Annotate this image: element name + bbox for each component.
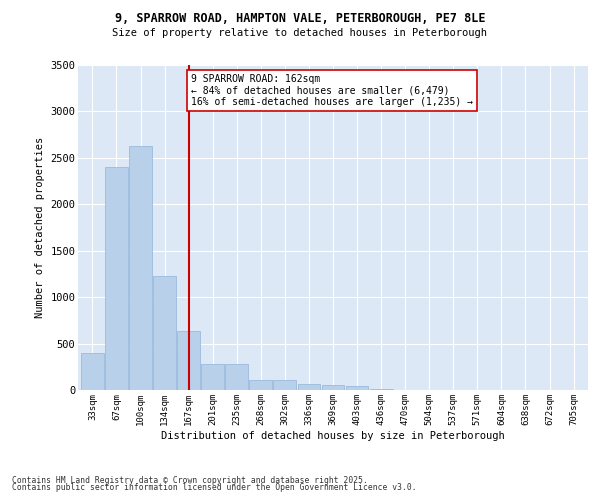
Text: 9, SPARROW ROAD, HAMPTON VALE, PETERBOROUGH, PE7 8LE: 9, SPARROW ROAD, HAMPTON VALE, PETERBORO…: [115, 12, 485, 26]
Text: Contains HM Land Registry data © Crown copyright and database right 2025.: Contains HM Land Registry data © Crown c…: [12, 476, 368, 485]
Text: 9 SPARROW ROAD: 162sqm
← 84% of detached houses are smaller (6,479)
16% of semi-: 9 SPARROW ROAD: 162sqm ← 84% of detached…: [191, 74, 473, 108]
Bar: [201, 364, 224, 390]
Y-axis label: Number of detached properties: Number of detached properties: [35, 137, 44, 318]
Bar: [177, 330, 200, 390]
Bar: [346, 386, 368, 390]
Bar: [370, 389, 392, 390]
Bar: [226, 364, 248, 390]
Bar: [274, 380, 296, 390]
Bar: [153, 276, 176, 390]
Bar: [81, 353, 104, 390]
Text: Size of property relative to detached houses in Peterborough: Size of property relative to detached ho…: [113, 28, 487, 38]
Text: Contains public sector information licensed under the Open Government Licence v3: Contains public sector information licen…: [12, 484, 416, 492]
Bar: [129, 146, 152, 390]
Bar: [250, 380, 272, 390]
X-axis label: Distribution of detached houses by size in Peterborough: Distribution of detached houses by size …: [161, 430, 505, 440]
Bar: [105, 167, 128, 390]
Bar: [322, 385, 344, 390]
Bar: [298, 384, 320, 390]
